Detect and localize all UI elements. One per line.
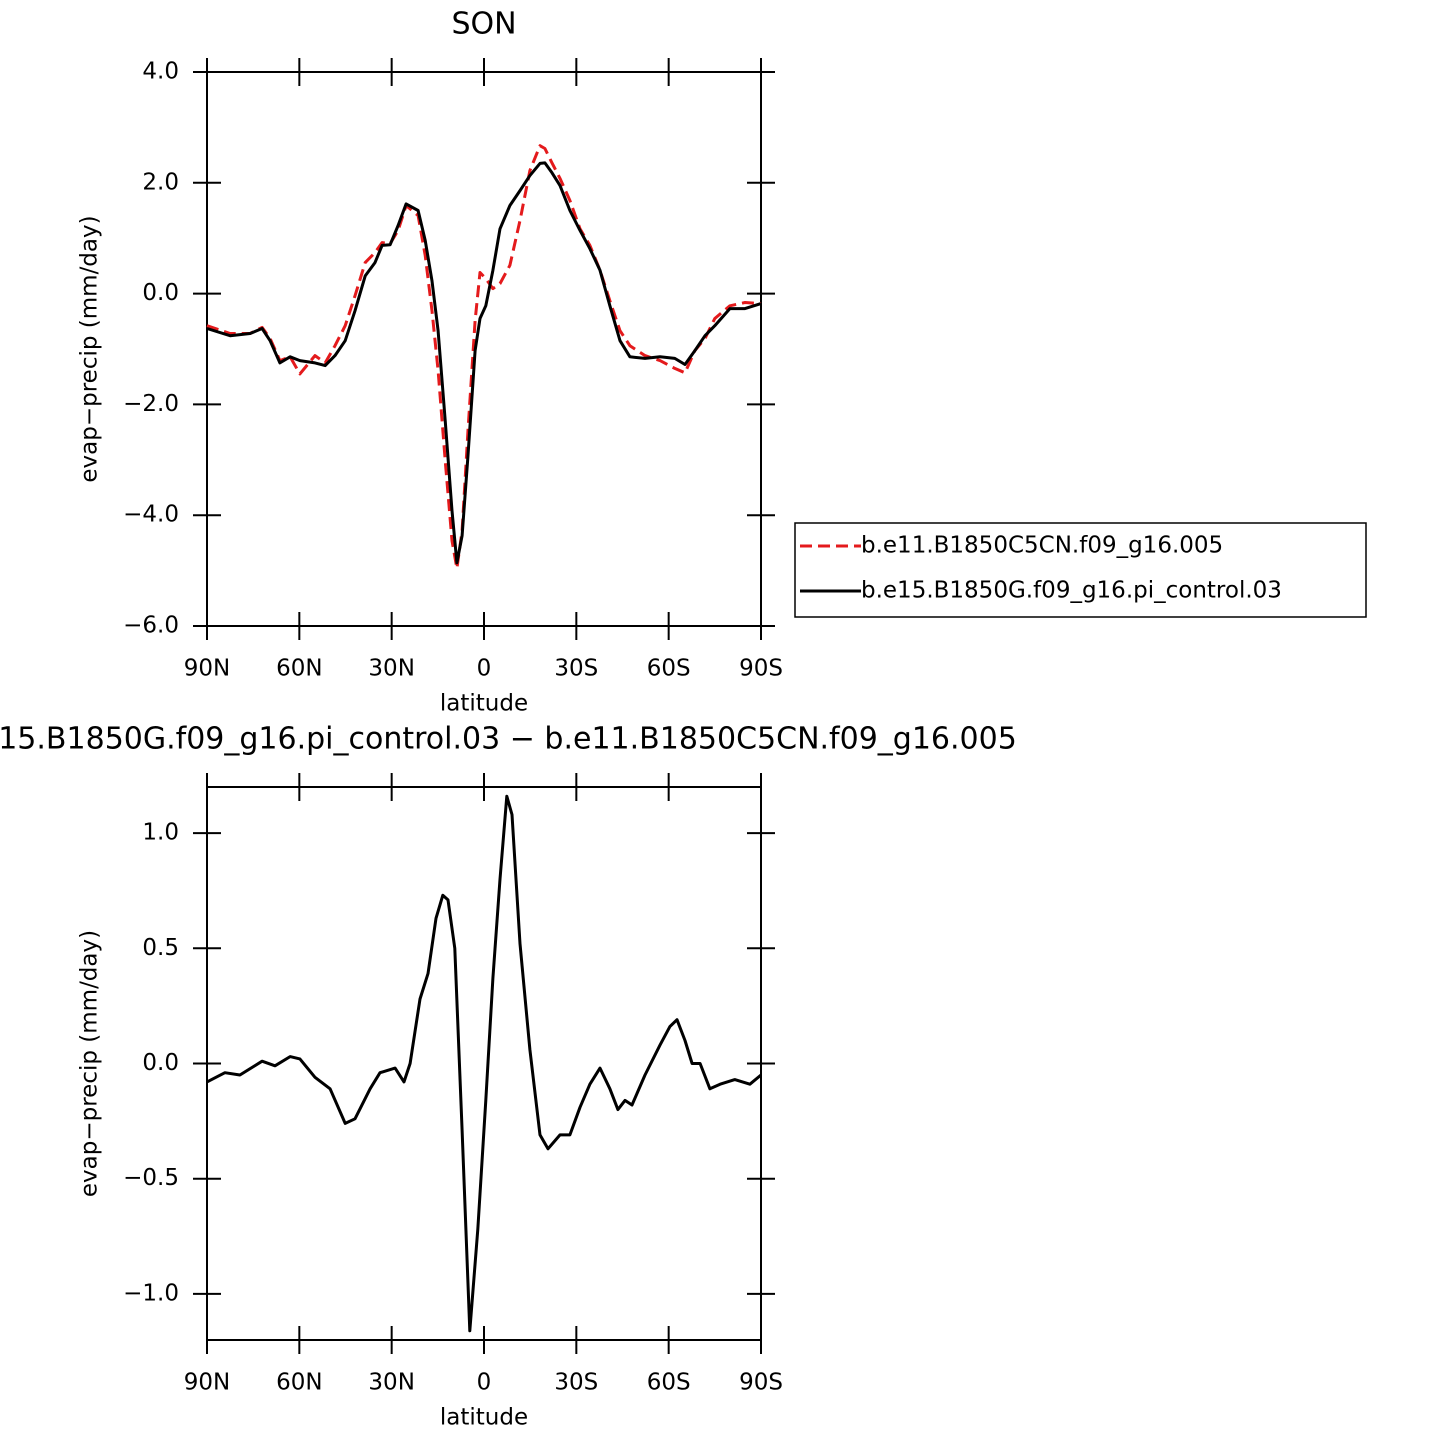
y-tick-label: −4.0	[123, 502, 179, 528]
x-tick-label: 30N	[368, 1370, 414, 1396]
x-tick-label: 60N	[276, 656, 322, 682]
series-line	[206, 794, 762, 1333]
y-tick-label: 0.0	[142, 1050, 179, 1076]
y-tick-label: 4.0	[142, 59, 179, 85]
x-tick-label: 90N	[184, 1370, 230, 1396]
plot-frame	[206, 71, 762, 627]
x-tick-label: 60S	[647, 1370, 691, 1396]
y-tick-label: −6.0	[123, 613, 179, 639]
y-tick-label: 0.5	[142, 935, 179, 961]
x-tick-label: 90S	[739, 1370, 783, 1396]
x-tick-label: 60N	[276, 1370, 322, 1396]
legend-box	[794, 522, 1367, 618]
plot-frame	[206, 786, 762, 1341]
x-tick-label: 30N	[368, 656, 414, 682]
y-tick-label: −1.0	[123, 1280, 179, 1306]
y-tick-label: 0.0	[142, 280, 179, 306]
y-tick-label: −2.0	[123, 391, 179, 417]
series-line	[206, 161, 762, 565]
y-tick-label: 1.0	[142, 820, 179, 846]
x-axis-label: latitude	[440, 1405, 528, 1431]
y-axis-label: evap−precip (mm/day)	[77, 215, 103, 482]
x-tick-label: 30S	[554, 656, 598, 682]
legend-label: b.e11.B1850C5CN.f09_g16.005	[861, 533, 1223, 559]
x-tick-label: 30S	[554, 1370, 598, 1396]
series-line	[206, 144, 762, 570]
x-axis-label: latitude	[440, 691, 528, 717]
legend-label: b.e15.B1850G.f09_g16.pi_control.03	[861, 578, 1282, 604]
x-tick-label: 90S	[739, 656, 783, 682]
y-axis-label: evap−precip (mm/day)	[77, 930, 103, 1197]
x-tick-label: 0	[477, 1370, 492, 1396]
x-tick-label: 60S	[647, 656, 691, 682]
chart-title: SON	[451, 7, 516, 42]
y-tick-label: −0.5	[123, 1165, 179, 1191]
chart-title: b.e15.B1850G.f09_g16.pi_control.03 − b.e…	[0, 722, 1017, 757]
x-tick-label: 0	[477, 656, 492, 682]
y-tick-label: 2.0	[142, 169, 179, 195]
x-tick-label: 90N	[184, 656, 230, 682]
